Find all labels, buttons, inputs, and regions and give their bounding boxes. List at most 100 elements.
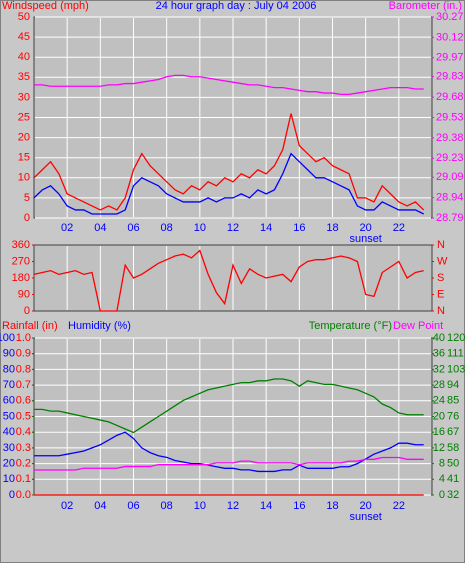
x-tick-label: 04 [94, 222, 106, 234]
y-tick-label: 111 [447, 348, 464, 360]
x-tick-label: 20 [360, 222, 372, 234]
y-tick-label: 32 [433, 363, 445, 375]
y-tick-label: 103 [447, 363, 465, 375]
x-tick-label: 16 [293, 500, 305, 512]
y-tick-label: 90 [18, 288, 30, 300]
y-tick-label: 20 [433, 410, 445, 422]
y-tick-label: 0 [24, 212, 30, 224]
y-tick-label: E [437, 288, 444, 300]
x-tick-label: 08 [161, 500, 173, 512]
y-tick-label: 0.5 [16, 410, 31, 422]
y-tick-label: 30 [18, 91, 30, 103]
x-tick-label: 18 [326, 222, 338, 234]
y-tick-label: 60 [3, 395, 15, 407]
y-tick-label: 0 [9, 489, 15, 501]
series-line [34, 378, 424, 434]
y-tick-label: 0 [24, 305, 30, 317]
y-tick-label: 1.0 [16, 332, 31, 344]
y-tick-label: 270 [12, 255, 30, 267]
series-line [34, 456, 424, 471]
y-tick-label: 120 [447, 332, 465, 344]
x-tick-label: 02 [61, 500, 73, 512]
series-line [34, 431, 424, 473]
y-tick-label: 50 [18, 11, 30, 23]
y-tick-label: 16 [433, 426, 445, 438]
y-tick-label: 30.12 [436, 31, 464, 43]
y-tick-label: S [437, 272, 444, 284]
y-tick-label: 180 [12, 272, 30, 284]
y-tick-label: 0 [439, 489, 445, 501]
legend-label: Windspeed (mph) [2, 0, 89, 12]
x-tick-label: 16 [293, 222, 305, 234]
y-tick-label: 36 [433, 348, 445, 360]
x-tick-label: 02 [61, 222, 73, 234]
y-tick-label: 100 [0, 332, 15, 344]
y-tick-label: 76 [447, 410, 459, 422]
y-tick-label: N [437, 239, 445, 251]
x-tick-label: 06 [127, 500, 139, 512]
y-tick-label: 0.3 [16, 442, 31, 454]
y-tick-label: 30.27 [436, 11, 464, 23]
x-tick-label: 12 [227, 222, 239, 234]
y-tick-label: 29.97 [436, 52, 464, 64]
annotation: sunset [349, 511, 381, 523]
y-tick-label: 70 [3, 379, 15, 391]
series-line [33, 113, 425, 211]
legend-label: Barometer (in.) [389, 0, 462, 12]
x-tick-label: 12 [227, 500, 239, 512]
y-tick-label: 29.09 [436, 171, 464, 183]
y-tick-label: 20 [3, 458, 15, 470]
y-tick-label: 10 [3, 473, 15, 485]
legend-label: Humidity (%) [68, 320, 131, 332]
x-tick-label: 10 [194, 222, 206, 234]
chart-title: 24 hour graph day : July 04 2006 [156, 0, 317, 12]
y-tick-label: 45 [18, 31, 30, 43]
x-tick-label: 10 [194, 500, 206, 512]
series-line [33, 152, 424, 215]
y-tick-label: 28.94 [436, 192, 464, 204]
series-line [33, 249, 424, 312]
y-tick-label: 58 [447, 442, 459, 454]
y-tick-label: 90 [3, 348, 15, 360]
y-tick-label: 85 [447, 395, 459, 407]
y-tick-label: 50 [447, 458, 459, 470]
y-tick-label: 50 [3, 410, 15, 422]
y-tick-label: 40 [433, 332, 445, 344]
y-tick-label: 360 [12, 239, 30, 251]
annotation: sunset [349, 233, 381, 245]
y-tick-label: 4 [439, 473, 445, 485]
legend-label: Rainfall (in) [2, 320, 58, 332]
y-tick-label: 41 [447, 473, 459, 485]
y-tick-label: 0.2 [16, 458, 31, 470]
y-tick-label: 15 [18, 152, 30, 164]
y-tick-label: 28 [433, 379, 445, 391]
y-tick-label: N [437, 305, 445, 317]
y-tick-label: 80 [3, 363, 15, 375]
y-tick-label: 0.8 [16, 363, 31, 375]
y-tick-label: 10 [18, 172, 30, 184]
y-tick-label: 0.6 [16, 395, 31, 407]
y-tick-label: 35 [18, 71, 30, 83]
x-tick-label: 22 [393, 500, 405, 512]
y-tick-label: 32 [447, 489, 459, 501]
y-tick-label: 29.23 [436, 152, 464, 164]
x-tick-label: 06 [127, 222, 139, 234]
y-tick-label: 12 [433, 442, 445, 454]
y-tick-label: 28.79 [436, 212, 464, 224]
y-tick-label: W [437, 255, 448, 267]
x-tick-label: 22 [393, 222, 405, 234]
x-tick-label: 18 [326, 500, 338, 512]
y-tick-label: 8 [439, 458, 445, 470]
y-tick-label: 29.38 [436, 132, 464, 144]
x-tick-label: 08 [161, 222, 173, 234]
y-tick-label: 20 [18, 132, 30, 144]
y-tick-label: 29.83 [436, 71, 464, 83]
y-tick-label: 29.68 [436, 91, 464, 103]
y-tick-label: 0.1 [16, 473, 31, 485]
y-tick-label: 94 [447, 379, 459, 391]
y-tick-label: 29.53 [436, 111, 464, 123]
x-tick-label: 20 [360, 500, 372, 512]
series-line [34, 74, 424, 96]
